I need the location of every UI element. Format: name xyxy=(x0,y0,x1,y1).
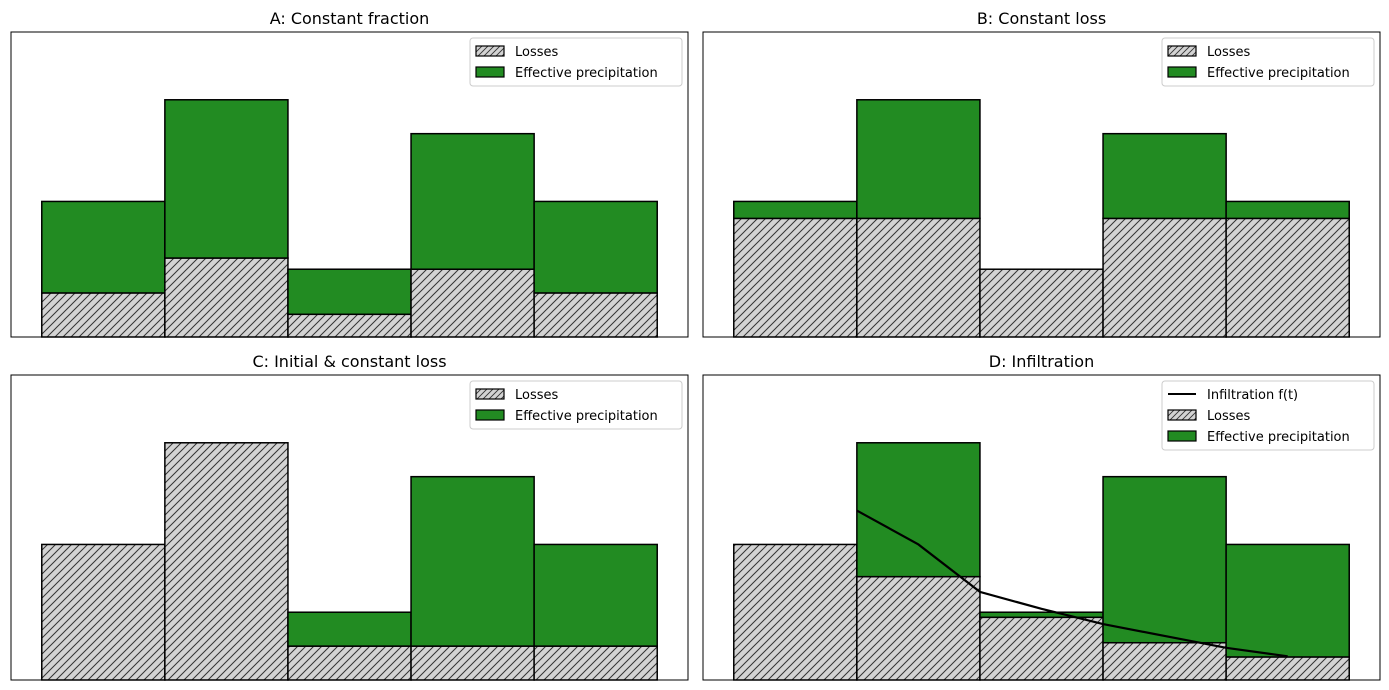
losses-bar xyxy=(164,257,289,338)
chart-panel-1: A: Constant fraction Losses Effective prec… xyxy=(10,9,689,338)
losses-bar xyxy=(410,645,535,681)
legend-label: Effective precipitation xyxy=(515,409,658,424)
losses-bar xyxy=(856,217,981,338)
legend-swatch-solid xyxy=(475,409,505,421)
effective-precipitation-bar xyxy=(533,543,658,647)
effective-precipitation-bar xyxy=(979,611,1104,619)
losses-bar xyxy=(287,313,412,338)
infiltration-line xyxy=(856,509,1288,658)
bars xyxy=(733,442,1350,681)
legend-label: Losses xyxy=(515,45,559,60)
losses-bar xyxy=(287,645,412,681)
effective-precipitation-bar xyxy=(733,200,858,220)
losses-bar xyxy=(164,442,289,681)
losses-bar xyxy=(1102,641,1227,681)
bars xyxy=(41,442,658,681)
legend-swatch-hatch xyxy=(1167,45,1197,57)
effective-precipitation-bar xyxy=(410,132,535,270)
losses-bar xyxy=(979,268,1104,338)
chart-panel-2: B: Constant loss Losses Effective precipit… xyxy=(702,9,1381,338)
legend-label: Effective precipitation xyxy=(515,66,658,81)
losses-bar xyxy=(533,292,658,338)
panel-title: B: Constant loss xyxy=(977,9,1106,28)
effective-precipitation-bar xyxy=(1102,132,1227,220)
legend-box xyxy=(1161,37,1375,87)
effective-precipitation-bar xyxy=(41,200,166,294)
legend-label: Effective precipitation xyxy=(1207,66,1350,81)
legend-box xyxy=(469,380,683,430)
losses-bar xyxy=(1102,217,1227,338)
losses-bar xyxy=(1225,656,1350,681)
bars xyxy=(41,99,658,338)
effective-precipitation-bar xyxy=(1102,475,1227,644)
effective-precipitation-bar xyxy=(287,268,412,316)
losses-bar xyxy=(41,543,166,681)
chart-panel-3: C: Initial & constant loss Losses Effectiv… xyxy=(10,352,689,681)
effective-precipitation-bar xyxy=(1225,200,1350,220)
losses-bar xyxy=(410,268,535,338)
losses-bar xyxy=(533,645,658,681)
legend-swatch-hatch xyxy=(1167,409,1197,421)
effective-precipitation-bar xyxy=(287,611,412,647)
legend-label: Infiltration f(t) xyxy=(1207,388,1298,403)
legend-swatch-hatch xyxy=(475,45,505,57)
legend: Losses Effective precipitation xyxy=(1161,37,1375,87)
panel-title: C: Initial & constant loss xyxy=(252,352,446,371)
legend-label: Losses xyxy=(1207,409,1251,424)
effective-precipitation-bar xyxy=(533,200,658,294)
losses-bar xyxy=(733,217,858,338)
legend-swatch-solid xyxy=(475,66,505,78)
losses-bar xyxy=(41,292,166,338)
chart-panel-4: D: Infiltration Infiltration f(t) Losses Ef… xyxy=(702,352,1381,681)
effective-precipitation-bar xyxy=(1225,543,1350,658)
legend-swatch-hatch xyxy=(475,388,505,400)
effective-precipitation-bar xyxy=(164,99,289,259)
losses-bar xyxy=(856,575,981,681)
losses-bar xyxy=(733,543,858,681)
legend: Losses Effective precipitation xyxy=(469,380,683,430)
bars xyxy=(733,99,1350,338)
losses-bar xyxy=(1225,217,1350,338)
legend-swatch-solid xyxy=(1167,66,1197,78)
legend-box xyxy=(469,37,683,87)
legend: Infiltration f(t) Losses Effective precipi… xyxy=(1161,380,1375,451)
legend-box xyxy=(1161,380,1375,451)
legend: Losses Effective precipitation xyxy=(469,37,683,87)
legend-swatch-solid xyxy=(1167,430,1197,442)
legend-label: Effective precipitation xyxy=(1207,430,1350,445)
legend-label: Losses xyxy=(515,388,559,403)
panel-title: A: Constant fraction xyxy=(270,9,430,28)
losses-bar xyxy=(979,616,1104,681)
effective-precipitation-bar xyxy=(856,442,981,578)
effective-precipitation-bar xyxy=(856,99,981,220)
panel-title: D: Infiltration xyxy=(989,352,1094,371)
effective-precipitation-bar xyxy=(410,475,535,647)
legend-label: Losses xyxy=(1207,45,1251,60)
